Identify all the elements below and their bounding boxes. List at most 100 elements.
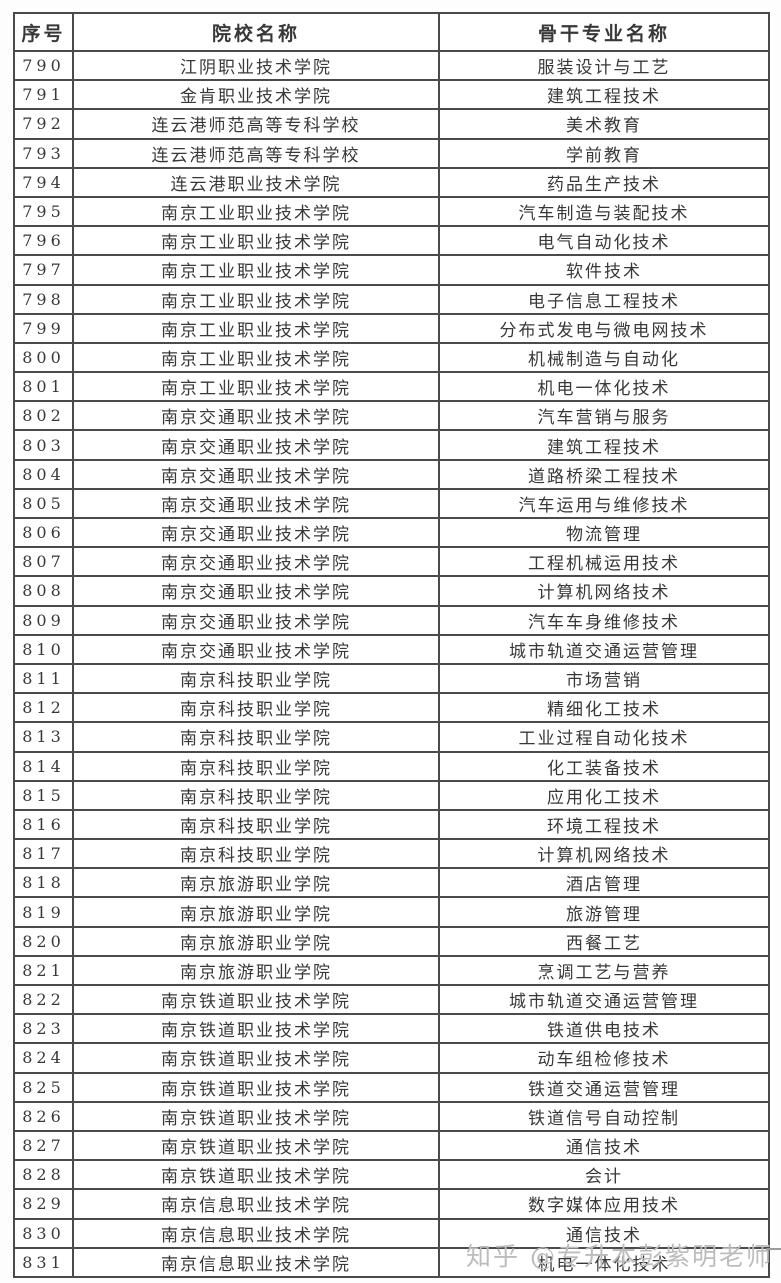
school-name-cell: 南京交通职业技术学院 (72, 546, 440, 578)
table-row: 798 南京工业职业技术学院 电子信息工程技术 (13, 283, 770, 315)
row-index-cell: 830 (13, 1217, 74, 1249)
major-name-cell: 机电一体化技术 (438, 1246, 770, 1278)
table-row: 795 南京工业职业技术学院 汽车制造与装配技术 (13, 195, 770, 228)
row-index-cell: 813 (13, 721, 74, 753)
school-name-cell: 南京交通职业技术学院 (72, 429, 440, 461)
school-name-cell: 南京信息职业技术学院 (72, 1246, 440, 1278)
row-index-cell: 802 (13, 400, 74, 432)
school-name-cell: 南京科技职业学院 (72, 750, 440, 782)
row-index-cell: 794 (13, 166, 74, 198)
major-name-cell: 汽车营销与服务 (438, 400, 770, 432)
major-name-cell: 计算机网络技术 (438, 838, 770, 870)
table-row: 813 南京科技职业学院 工业过程自动化技术 (13, 721, 770, 753)
major-name-cell: 汽车制造与装配技术 (438, 195, 770, 228)
major-name-cell: 数字媒体应用技术 (438, 1188, 770, 1220)
school-name-cell: 南京科技职业学院 (72, 662, 440, 695)
row-index-cell: 791 (13, 79, 74, 111)
school-name-cell: 连云港师范高等专科学校 (72, 108, 440, 140)
row-index-cell: 828 (13, 1159, 74, 1191)
column-header-school-name: 院校名称 (72, 12, 440, 52)
row-index-cell: 831 (13, 1246, 74, 1278)
table-row: 814 南京科技职业学院 化工装备技术 (13, 750, 770, 782)
watermark-strike-line (766, 1248, 781, 1250)
school-name-cell: 南京交通职业技术学院 (72, 575, 440, 607)
row-index-cell: 823 (13, 1013, 74, 1045)
table-row: 816 南京科技职业学院 环境工程技术 (13, 808, 770, 841)
school-name-cell: 南京铁道职业技术学院 (72, 983, 440, 1016)
major-name-cell: 计算机网络技术 (438, 575, 770, 607)
row-index-cell: 797 (13, 254, 74, 286)
school-name-cell: 南京交通职业技术学院 (72, 604, 440, 636)
table-row: 808 南京交通职业技术学院 计算机网络技术 (13, 575, 770, 607)
row-index-cell: 815 (13, 779, 74, 811)
row-index-cell: 809 (13, 604, 74, 636)
major-name-cell: 环境工程技术 (438, 808, 770, 841)
school-name-cell: 南京科技职业学院 (72, 721, 440, 753)
row-index-cell: 805 (13, 487, 74, 520)
row-index-cell: 807 (13, 546, 74, 578)
school-name-cell: 南京科技职业学院 (72, 808, 440, 841)
major-name-cell: 铁道交通运营管理 (438, 1071, 770, 1103)
table-row: 803 南京交通职业技术学院 建筑工程技术 (13, 429, 770, 461)
school-name-cell: 南京铁道职业技术学院 (72, 1129, 440, 1162)
school-name-cell: 连云港职业技术学院 (72, 166, 440, 198)
table-row: 810 南京交通职业技术学院 城市轨道交通运营管理 (13, 633, 770, 665)
table-row: 829 南京信息职业技术学院 数字媒体应用技术 (13, 1188, 770, 1220)
major-name-cell: 酒店管理 (438, 867, 770, 899)
major-name-cell: 动车组检修技术 (438, 1042, 770, 1074)
school-name-cell: 南京工业职业技术学院 (72, 312, 440, 344)
school-name-cell: 南京旅游职业学院 (72, 954, 440, 987)
table-row: 796 南京工业职业技术学院 电气自动化技术 (13, 225, 770, 257)
school-name-cell: 南京科技职业学院 (72, 692, 440, 724)
major-name-cell: 电子信息工程技术 (438, 283, 770, 315)
row-index-cell: 793 (13, 137, 74, 169)
row-index-cell: 792 (13, 108, 74, 140)
major-name-cell: 铁道供电技术 (438, 1013, 770, 1045)
major-name-cell: 建筑工程技术 (438, 429, 770, 461)
table-row: 806 南京交通职业技术学院 物流管理 (13, 516, 770, 549)
major-name-cell: 会计 (438, 1159, 770, 1191)
major-name-cell: 工业过程自动化技术 (438, 721, 770, 753)
table-row: 805 南京交通职业技术学院 汽车运用与维修技术 (13, 487, 770, 520)
major-name-cell: 应用化工技术 (438, 779, 770, 811)
header-row: 序号 院校名称 骨干专业名称 (13, 12, 770, 52)
table-row: 802 南京交通职业技术学院 汽车营销与服务 (13, 400, 770, 432)
table-body: 790 江阴职业技术学院 服装设计与工艺 791 金肯职业技术学院 建筑工程技术 792 连云… (13, 49, 770, 1278)
school-name-cell: 南京工业职业技术学院 (72, 283, 440, 315)
table-row: 830 南京信息职业技术学院 通信技术 (13, 1217, 770, 1249)
row-index-cell: 799 (13, 312, 74, 344)
row-index-cell: 822 (13, 983, 74, 1016)
major-name-cell: 通信技术 (438, 1129, 770, 1162)
school-name-cell: 连云港师范高等专科学校 (72, 137, 440, 169)
major-name-cell: 工程机械运用技术 (438, 546, 770, 578)
row-index-cell: 814 (13, 750, 74, 782)
major-name-cell: 软件技术 (438, 254, 770, 286)
major-name-cell: 城市轨道交通运营管理 (438, 633, 770, 665)
major-name-cell: 通信技术 (438, 1217, 770, 1249)
school-name-cell: 南京铁道职业技术学院 (72, 1100, 440, 1132)
table-row: 811 南京科技职业学院 市场营销 (13, 662, 770, 695)
table-row: 793 连云港师范高等专科学校 学前教育 (13, 137, 770, 169)
table-row: 800 南京工业职业技术学院 机械制造与自动化 (13, 341, 770, 374)
major-name-cell: 学前教育 (438, 137, 770, 169)
table-row: 828 南京铁道职业技术学院 会计 (13, 1159, 770, 1191)
colleges-majors-table: 序号 院校名称 骨干专业名称 790 江阴职业技术学院 服装设计与工艺 791 金肯职业… (13, 12, 770, 1278)
school-name-cell: 南京交通职业技术学院 (72, 487, 440, 520)
major-name-cell: 铁道信号自动控制 (438, 1100, 770, 1132)
major-name-cell: 市场营销 (438, 662, 770, 695)
major-name-cell: 道路桥梁工程技术 (438, 458, 770, 490)
major-name-cell: 建筑工程技术 (438, 79, 770, 111)
row-index-cell: 825 (13, 1071, 74, 1103)
school-name-cell: 南京交通职业技术学院 (72, 458, 440, 490)
school-name-cell: 南京科技职业学院 (72, 838, 440, 870)
major-name-cell: 烹调工艺与营养 (438, 954, 770, 987)
row-index-cell: 804 (13, 458, 74, 490)
major-name-cell: 分布式发电与微电网技术 (438, 312, 770, 344)
row-index-cell: 808 (13, 575, 74, 607)
row-index-cell: 811 (13, 662, 74, 695)
row-index-cell: 817 (13, 838, 74, 870)
row-index-cell: 824 (13, 1042, 74, 1074)
school-name-cell: 南京交通职业技术学院 (72, 633, 440, 665)
table-row: 807 南京交通职业技术学院 工程机械运用技术 (13, 546, 770, 578)
row-index-cell: 829 (13, 1188, 74, 1220)
